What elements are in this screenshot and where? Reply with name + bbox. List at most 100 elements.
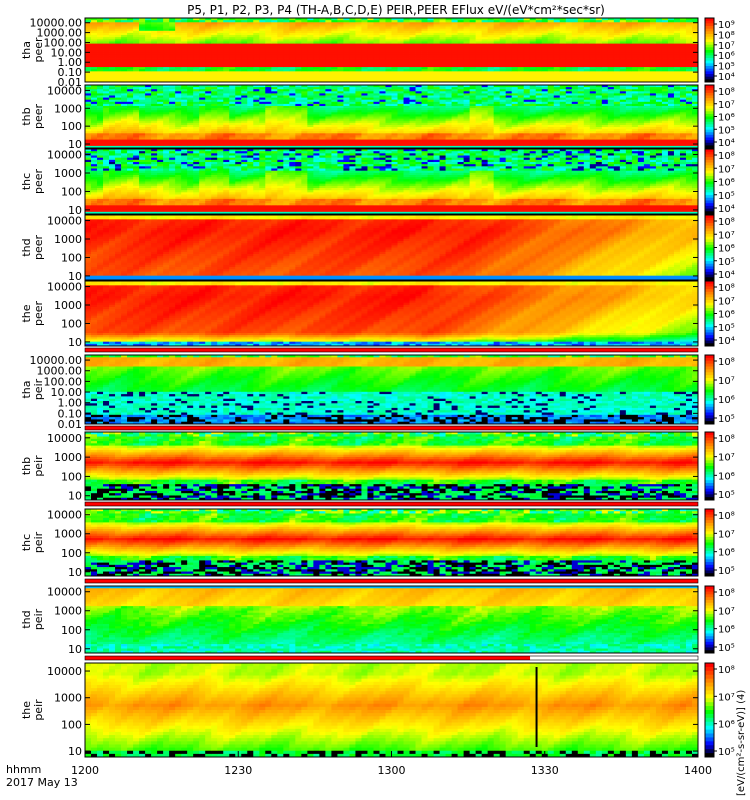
spectrogram-plot [85,509,698,576]
y-tick-label: 1000 [54,451,82,464]
y-tick-label: 10000 [47,84,82,97]
y-tick-label: 1000 [54,605,82,618]
colorbar-tick-label: 10⁶ [718,548,735,559]
colorbar-tick-label: 10⁶ [718,178,735,189]
colorbar-tick-label: 10⁴ [718,336,735,347]
spectrogram-plot [85,355,698,424]
spectrogram-plot [85,281,698,346]
colorbar-tick-label: 10⁷ [718,100,735,111]
y-tick-label: 100 [61,470,82,483]
colorbar-tick-label: 10⁴ [718,72,735,83]
y-tick-label: 10000 [47,586,82,599]
colorbar-tick-label: 10⁸ [718,588,735,599]
panel-product-label: peir [32,699,45,721]
panel-product-label: peir [32,608,45,630]
data-availability-bar [85,579,698,583]
y-tick-label: 100 [61,317,82,330]
spectrogram-plot [85,18,698,82]
colorbar-tick-label: 10⁷ [718,296,735,307]
colorbar-tick-label: 10⁶ [718,471,735,482]
y-tick-label: 100 [61,120,82,133]
spike-mark [536,667,538,747]
colorbar-tick-label: 10⁸ [718,665,735,676]
panel-product-label: peer [32,301,45,327]
colorbar-tick-label: 10⁶ [718,113,735,124]
y-tick-label: 1000 [54,167,82,180]
x-tick-label: 1400 [684,764,712,777]
panel-product-label: peer [32,37,45,63]
colorbar-tick-label: 10⁷ [718,529,735,540]
x-axis-label-date: 2017 May 13 [6,776,78,789]
x-tick-label: 1300 [378,764,406,777]
colorbar-tick-label: 10⁷ [718,230,735,241]
y-tick-label: 10000 [47,509,82,522]
colorbar-tick-label: 10⁸ [718,217,735,228]
y-tick-label: 1000 [54,528,82,541]
spectrogram-plot [85,586,698,653]
data-availability-bar [85,656,530,660]
colorbar-tick-label: 10⁶ [718,720,735,731]
y-tick-label: 10 [68,643,82,656]
y-tick-label: 100 [61,251,82,264]
spectrogram-figure: P5, P1, P2, P3, P4 (TH-A,B,C,D,E) PEIR,P… [0,0,750,800]
colorbar-tick-label: 10⁷ [718,41,735,52]
y-tick-label: 100 [61,185,82,198]
y-tick-label: 10000 [47,149,82,162]
spectrogram-plot [85,663,698,757]
colorbar-tick-label: 10⁹ [718,20,735,31]
panel-product-label: peir [32,531,45,553]
colorbar-tick-label: 10⁶ [718,51,735,62]
spectrogram-plot [85,85,698,148]
y-tick-label: 1000 [54,299,82,312]
y-tick-label: 1000 [54,233,82,246]
colorbar-tick-label: 10⁸ [718,151,735,162]
x-axis-label-units: hhmm [6,763,41,776]
y-tick-label: 1000 [54,102,82,115]
panel-product-label: peir [32,378,45,400]
colorbar-tick-label: 10⁵ [718,414,735,425]
spectrogram-plot [85,149,698,214]
colorbar: 10⁵ 10⁶ 10⁷ 10⁸ [705,663,735,758]
y-tick-label: 100 [61,718,82,731]
colorbar-tick-label: 10⁵ [718,747,735,758]
panel-tha-peer: 10000.001000.00100.0010.001.000.100.01th… [20,17,735,89]
colorbar-tick-label: 10⁷ [718,692,735,703]
y-tick-label: 10 [68,490,82,503]
colorbar-tick-label: 10⁸ [718,511,735,522]
colorbar-tick-label: 10⁵ [718,323,735,334]
colorbar-tick-label: 10⁵ [718,643,735,654]
colorbar-tick-label: 10⁵ [718,257,735,268]
colorbar-tick-label: 10⁷ [718,376,735,387]
colorbar-tick-label: 10⁶ [718,310,735,321]
colorbar-tick-label: 10⁸ [718,357,735,368]
panel-tha-peir: 10000.001000.00100.0010.001.000.100.01th… [20,354,735,431]
data-availability-bar [85,426,698,430]
colorbar-tick-label: 10⁸ [718,30,735,41]
colorbar-tick-label: 10⁵ [718,62,735,73]
colorbar-tick-label: 10⁶ [718,395,735,406]
spectrogram-plot [85,432,698,500]
colorbar-tick-label: 10⁵ [718,490,735,501]
panel-product-label: peir [32,455,45,477]
y-tick-label: 10 [68,336,82,349]
y-tick-label: 10000 [47,665,82,678]
x-tick-label: 1330 [531,764,559,777]
y-tick-label: 10000 [47,215,82,228]
y-tick-label: 10000 [47,432,82,445]
colorbar-tick-label: 10⁶ [718,625,735,636]
colorbar-tick-label: 10⁴ [718,270,735,281]
